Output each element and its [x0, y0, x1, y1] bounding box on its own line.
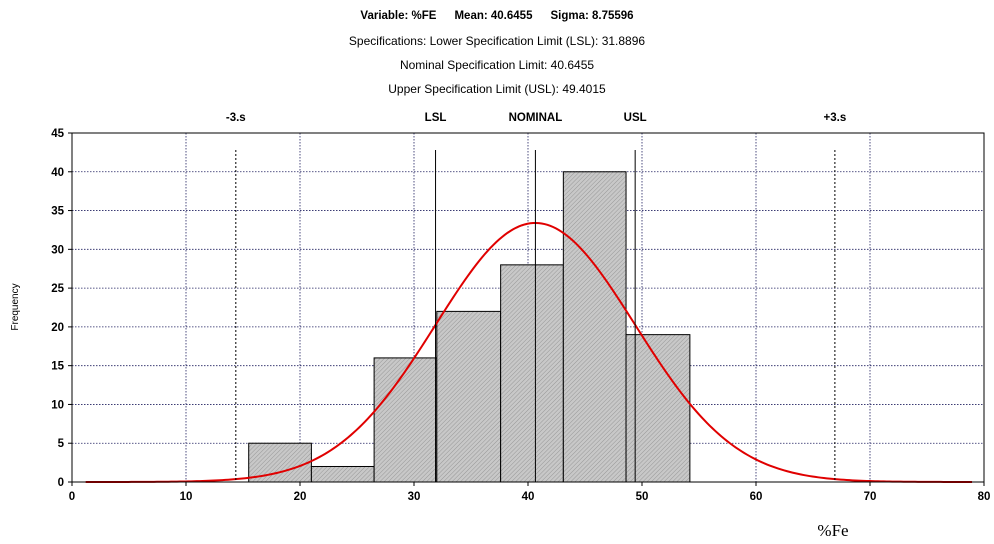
x-tick-label: 60 — [750, 491, 763, 503]
x-tick-label: 50 — [636, 491, 649, 503]
histogram-bar — [562, 171, 627, 483]
histogram-bar — [500, 264, 564, 483]
y-tick-label: 25 — [51, 283, 64, 295]
spec-lsl-line: Specifications: Lower Specification Limi… — [348, 34, 646, 48]
y-tick-label: 35 — [51, 206, 64, 218]
spec-marker-label: -3.s — [226, 112, 246, 124]
mean-label: Mean: 40.6455 — [454, 10, 533, 22]
y-tick-label: 10 — [51, 399, 64, 411]
x-tick-label: 30 — [408, 491, 421, 503]
x-axis-title: %Fe — [817, 521, 848, 540]
y-tick-label: 40 — [51, 167, 64, 179]
histogram-bar — [436, 310, 502, 483]
chart-header-stats: Variable: %FE Mean: 40.6455 Sigma: 8.75596 — [0, 10, 994, 22]
spec-marker-label: NOMINAL — [509, 112, 563, 124]
spec-nominal-line: Nominal Specification Limit: 40.6455 — [399, 58, 595, 72]
y-tick-label: 0 — [58, 477, 64, 489]
histogram-bar — [373, 357, 438, 483]
y-tick-label: 15 — [51, 361, 64, 373]
normal-curve — [85, 221, 973, 483]
spec-usl-line: Upper Specification Limit (USL): 49.4015 — [388, 82, 606, 96]
y-tick-label: 45 — [51, 128, 64, 140]
x-tick-label: 0 — [69, 491, 75, 503]
sigma-label: Sigma: 8.75596 — [550, 10, 634, 22]
variable-label: Variable: %FE — [360, 10, 437, 22]
spec-marker-label: LSL — [425, 112, 447, 124]
y-axis-title: Frequency — [10, 283, 21, 330]
x-tick-label: 70 — [864, 491, 877, 503]
spec-marker-label: +3.s — [824, 112, 847, 124]
x-tick-label: 80 — [978, 491, 991, 503]
x-tick-label: 10 — [180, 491, 193, 503]
y-tick-label: 5 — [58, 438, 65, 450]
spec-marker-label: USL — [624, 112, 647, 124]
histogram-bar — [310, 465, 375, 483]
y-tick-label: 20 — [51, 322, 64, 334]
x-tick-label: 40 — [522, 491, 535, 503]
x-tick-label: 20 — [294, 491, 307, 503]
y-tick-label: 30 — [51, 244, 64, 256]
